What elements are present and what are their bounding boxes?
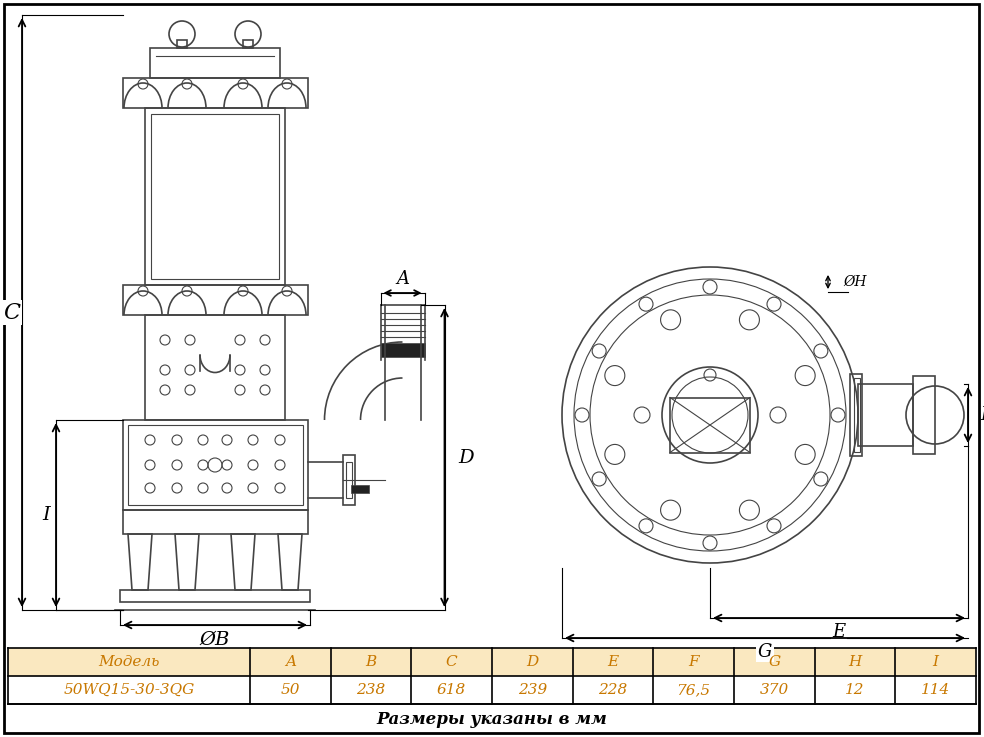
Bar: [122, 78, 308, 108]
Bar: [850, 374, 862, 456]
Text: A: A: [284, 655, 296, 669]
Bar: [243, 40, 253, 48]
Bar: [858, 384, 913, 446]
Bar: [381, 343, 424, 357]
Bar: [492, 648, 573, 676]
Bar: [913, 376, 935, 454]
Text: E: E: [607, 655, 619, 669]
Text: 12: 12: [845, 683, 865, 697]
Bar: [8, 648, 250, 676]
Bar: [411, 648, 492, 676]
Text: 618: 618: [437, 683, 466, 697]
Bar: [573, 648, 653, 676]
Text: B: B: [365, 655, 377, 669]
Text: 228: 228: [598, 683, 628, 697]
Text: A: A: [396, 270, 409, 288]
Text: H: H: [848, 655, 862, 669]
Bar: [895, 648, 976, 676]
Text: ØB: ØB: [200, 631, 230, 649]
Text: G: G: [769, 655, 780, 669]
Bar: [177, 40, 187, 48]
Bar: [653, 648, 734, 676]
Text: 238: 238: [356, 683, 386, 697]
Text: F: F: [980, 406, 984, 424]
Bar: [250, 648, 331, 676]
Text: Модель: Модель: [98, 655, 159, 669]
Text: 114: 114: [921, 683, 951, 697]
Bar: [122, 510, 308, 534]
Bar: [815, 648, 895, 676]
Text: Размеры указаны в мм: Размеры указаны в мм: [377, 711, 607, 728]
Text: 50WQ15-30-3QG: 50WQ15-30-3QG: [63, 683, 195, 697]
Bar: [331, 648, 411, 676]
Text: I: I: [42, 506, 50, 524]
Bar: [145, 108, 285, 285]
Text: G: G: [758, 643, 772, 661]
Bar: [145, 315, 285, 420]
Text: 239: 239: [518, 683, 547, 697]
Text: ØH: ØH: [843, 275, 867, 289]
Text: F: F: [689, 655, 699, 669]
Text: D: D: [526, 655, 538, 669]
Bar: [151, 114, 279, 279]
Bar: [128, 425, 302, 505]
Text: D: D: [459, 449, 474, 467]
Text: 50: 50: [280, 683, 300, 697]
Bar: [120, 590, 310, 602]
Text: I: I: [933, 655, 939, 669]
Bar: [342, 455, 354, 505]
Text: 76,5: 76,5: [677, 683, 710, 697]
Bar: [150, 48, 280, 78]
Text: C: C: [446, 655, 458, 669]
Bar: [854, 378, 860, 452]
Bar: [345, 462, 351, 498]
Text: E: E: [832, 623, 845, 641]
Text: C: C: [4, 301, 21, 324]
Bar: [734, 648, 815, 676]
Bar: [122, 420, 308, 510]
Bar: [122, 285, 308, 315]
Bar: [350, 485, 368, 493]
Text: 370: 370: [760, 683, 789, 697]
Bar: [670, 397, 750, 453]
